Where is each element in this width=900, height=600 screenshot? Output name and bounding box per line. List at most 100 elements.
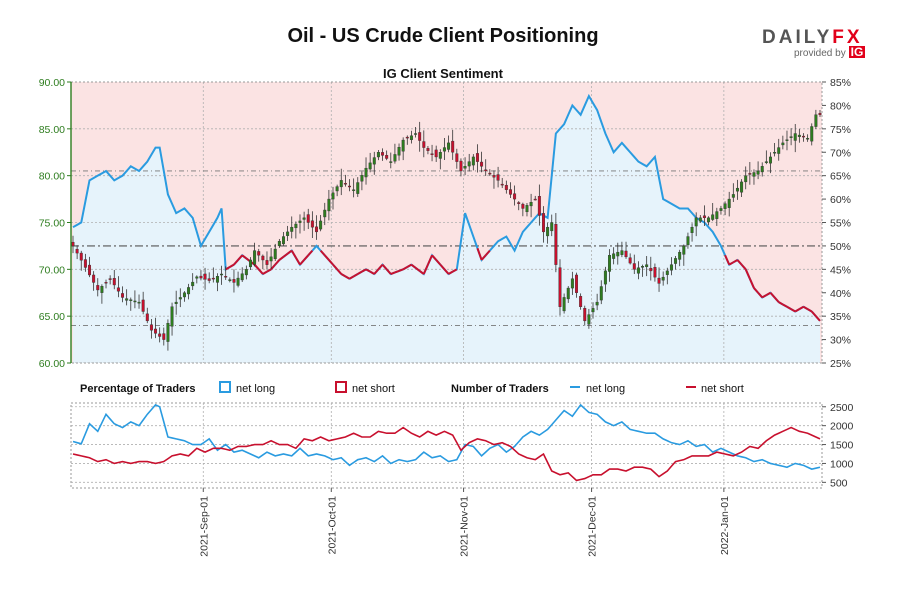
legend-net-short-swatch — [335, 381, 347, 393]
candle-body — [760, 166, 764, 173]
candle-body — [665, 270, 669, 275]
candle-body — [401, 139, 405, 152]
count-axis-ticks: 500 1000 1500 2000 2500 — [822, 402, 854, 489]
price-candle — [599, 280, 603, 305]
net-short-sentiment-segment — [353, 273, 359, 278]
candle-body — [810, 126, 814, 142]
candle-body — [100, 285, 104, 293]
candle-body — [154, 328, 158, 334]
candle-body — [690, 226, 694, 233]
price-candle — [802, 133, 805, 142]
price-candle — [562, 293, 566, 314]
count-panel-frame — [70, 402, 823, 489]
price-candle — [492, 170, 496, 189]
price-candle — [500, 177, 504, 189]
brand-logo: DAILYFX provided by IG — [762, 27, 865, 59]
price-candle — [438, 149, 442, 170]
price-candle — [83, 253, 87, 272]
candle-body — [628, 257, 632, 264]
net-short-sentiment-segment — [435, 259, 442, 266]
net-short-sentiment-segment — [253, 263, 260, 270]
candle-body — [335, 186, 339, 192]
price-candle — [220, 265, 224, 285]
price-candle — [447, 135, 451, 153]
net-short-sentiment-segment — [439, 263, 446, 270]
candle-body — [698, 217, 702, 222]
price-candle — [331, 186, 335, 210]
candle-body — [430, 153, 434, 155]
net-short-sentiment-segment — [299, 259, 305, 266]
candle-body — [104, 282, 108, 284]
price-candle — [310, 211, 314, 239]
candle-body — [137, 301, 141, 304]
candle-body — [756, 170, 760, 175]
price-candle — [315, 215, 318, 240]
net-short-sentiment-segment — [476, 247, 483, 261]
net-short-sentiment-segment — [790, 308, 796, 313]
price-candle — [496, 166, 500, 188]
candle-body — [269, 256, 273, 262]
sentiment-tick-label: 75% — [830, 124, 851, 136]
net-short-sentiment-segment — [324, 254, 330, 261]
brand-name-a: DAILY — [762, 27, 832, 48]
candle-body — [158, 333, 162, 337]
net-short-sentiment-segment — [802, 305, 809, 311]
price-candle — [525, 203, 529, 217]
net-short-sentiment-segment — [369, 270, 375, 275]
price-candle — [785, 130, 789, 151]
candle-body — [348, 185, 351, 188]
price-candle — [409, 130, 413, 144]
candle-body — [579, 296, 583, 308]
candle-body — [818, 113, 822, 115]
price-candle — [405, 135, 409, 145]
price-candle — [513, 185, 517, 206]
candle-body — [694, 217, 698, 227]
price-candle — [773, 143, 777, 157]
candle-body — [257, 251, 261, 256]
net-short-sentiment-segment — [736, 259, 743, 266]
sentiment-tick-label: 65% — [830, 171, 851, 183]
price-candle — [711, 203, 715, 222]
net-short-sentiment-segment — [769, 292, 776, 299]
price-candle — [265, 251, 269, 270]
price-candle — [360, 171, 364, 191]
candle-body — [686, 236, 690, 246]
candle-body — [591, 308, 595, 313]
date-tick-label: 2021-Oct-01 — [326, 496, 338, 555]
price-candle — [735, 179, 739, 200]
price-candle — [129, 297, 133, 311]
price-candle — [141, 291, 145, 315]
candle-body — [496, 174, 500, 181]
net-short-sentiment-segment — [262, 270, 268, 275]
candle-body — [409, 135, 413, 140]
price-sentiment-panel: 60.00 65.00 70.00 75.00 80.00 85.00 90.00 25% 3… — [39, 77, 851, 370]
price-candle — [789, 128, 793, 146]
candle-body — [253, 250, 257, 265]
candle-body — [426, 148, 430, 151]
ig-badge — [849, 46, 865, 58]
price-candle — [323, 202, 327, 226]
sentiment-tick-label: 30% — [830, 335, 851, 347]
candle-body — [277, 241, 281, 247]
net-short-sentiment-segment — [757, 292, 763, 299]
candle-body — [442, 147, 446, 152]
price-candle — [608, 249, 611, 282]
net-short-sentiment-segment — [390, 271, 396, 275]
price-candle — [434, 145, 438, 162]
price-candle — [480, 151, 484, 173]
net-short-sentiment-segment — [229, 263, 235, 268]
price-candle — [612, 247, 616, 265]
price-candle — [199, 270, 203, 281]
price-candle — [657, 267, 661, 292]
price-candle — [682, 244, 686, 266]
price-candle — [430, 144, 434, 162]
price-candle — [686, 232, 690, 249]
candle-body — [731, 194, 735, 198]
candle-body — [385, 155, 389, 159]
price-candle — [352, 178, 356, 198]
price-candle — [418, 121, 422, 152]
candle-body — [352, 189, 356, 191]
price-candle — [154, 317, 158, 339]
candle-body — [707, 217, 711, 223]
price-candle — [707, 216, 711, 226]
